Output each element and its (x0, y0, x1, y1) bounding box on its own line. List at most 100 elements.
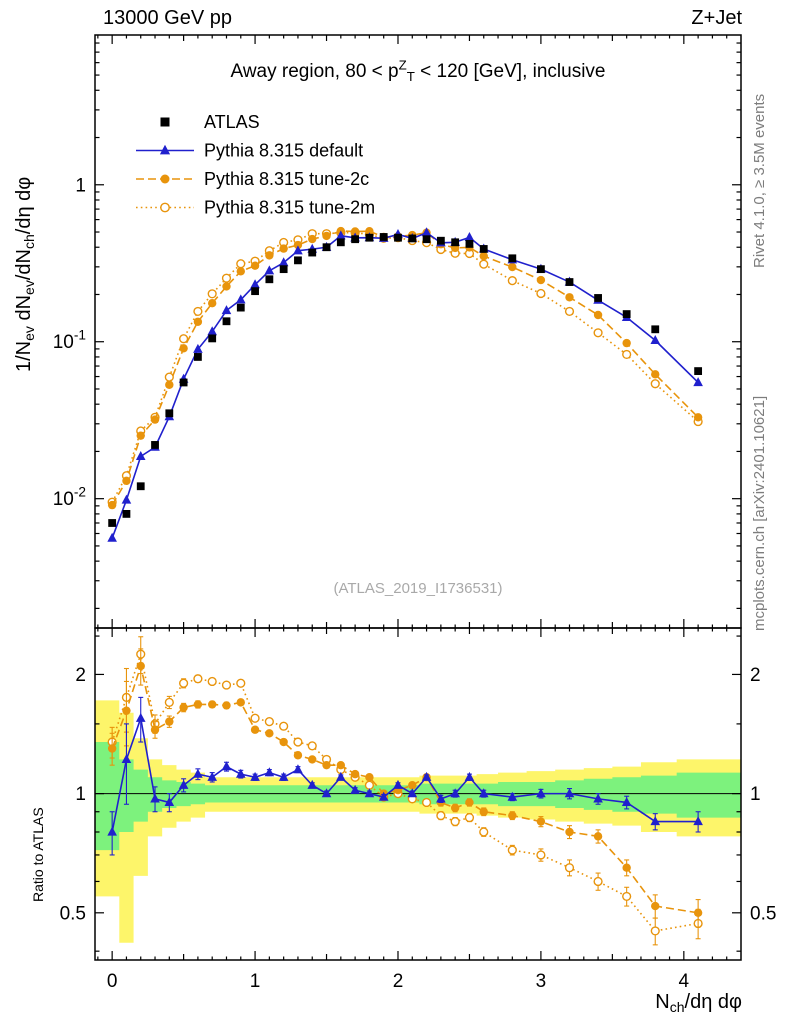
square-marker-icon (651, 325, 660, 334)
triangle-marker-icon (178, 779, 189, 789)
mcplots-credit: mcplots.cern.ch [arXiv:2401.10621] (751, 395, 768, 631)
triangle-marker-icon (193, 768, 203, 778)
open-circle-marker-icon (536, 288, 546, 299)
square-marker-icon (436, 236, 445, 245)
triangle-marker-icon (121, 494, 132, 504)
circle-marker-icon (179, 344, 188, 353)
circle-marker-icon (293, 751, 303, 760)
circle-marker-icon (179, 703, 188, 712)
uncertainty-band-green (95, 742, 741, 851)
triangle-marker-icon (378, 791, 389, 801)
open-circle-marker-icon (207, 289, 217, 299)
series-line (111, 231, 699, 539)
triangle-marker-icon (250, 279, 260, 289)
triangle-marker-icon (278, 257, 289, 267)
circle-marker-icon (322, 760, 331, 770)
circle-marker-icon (250, 261, 260, 270)
triangle-marker-icon (164, 797, 175, 807)
square-marker-icon (508, 254, 517, 263)
circle-marker-icon (236, 267, 245, 276)
circle-marker-icon (536, 275, 546, 285)
open-circle-marker-icon (650, 379, 660, 389)
square-marker-icon (160, 117, 170, 127)
open-circle-marker-icon (436, 811, 446, 821)
triangle-marker-icon (221, 761, 232, 771)
triangle-marker-icon (207, 771, 217, 781)
square-marker-icon (379, 233, 388, 241)
open-circle-marker-icon (593, 876, 603, 887)
triangle-marker-icon (407, 788, 418, 798)
rivet-credit: Rivet 4.1.0, ≥ 3.5M events (751, 93, 768, 268)
triangle-marker-icon (221, 305, 232, 315)
series-pythia-8-315-tune-2m (107, 228, 703, 507)
open-circle-marker-icon (160, 202, 170, 213)
ratio-y-tick-label-right: 0.5 (750, 903, 776, 924)
circle-marker-icon (279, 737, 288, 747)
main-y-tick-label: 10-2 (53, 485, 86, 511)
x-tick-label: 1 (250, 971, 261, 992)
open-circle-marker-icon (164, 372, 174, 382)
open-circle-marker-icon (464, 812, 475, 823)
series-pythia-8-315-tune-2c (107, 648, 703, 928)
square-marker-icon (465, 240, 474, 248)
triangle-marker-icon (421, 227, 432, 237)
circle-marker-icon (165, 717, 174, 726)
triangle-marker-icon (150, 793, 160, 803)
ratio-y-tick-label-right: 2 (750, 665, 761, 686)
triangle-marker-icon (293, 764, 303, 774)
legend: ATLAS Pythia 8.315 default Pythia 8.315 tu… (136, 112, 375, 218)
open-circle-marker-icon (179, 678, 189, 688)
triangle-marker-icon (693, 377, 703, 387)
triangle-marker-icon (693, 816, 703, 826)
circle-marker-icon (693, 908, 703, 918)
triangle-marker-icon (135, 450, 146, 460)
circle-marker-icon (107, 500, 117, 510)
triangle-marker-icon (536, 788, 546, 798)
triangle-marker-icon (264, 767, 275, 777)
circle-marker-icon (593, 310, 603, 320)
tick-labels: 0 1 2 3 4 1 10-1 10-2 0.5 0.5 1 1 2 2 (53, 175, 777, 992)
open-circle-marker-icon (421, 797, 432, 808)
open-circle-marker-icon (193, 674, 203, 684)
triangle-marker-icon (293, 245, 303, 255)
open-circle-marker-icon (193, 306, 203, 317)
square-marker-icon (251, 287, 259, 296)
main-series (107, 226, 703, 542)
y-axis-label-main: 1/Nev dNev/dNch/dη dφ (13, 176, 38, 372)
circle-marker-icon (450, 803, 460, 813)
square-marker-icon (265, 275, 274, 284)
x-tick-label: 3 (536, 971, 547, 992)
open-circle-marker-icon (593, 328, 603, 338)
triangle-marker-icon (507, 791, 518, 801)
triangle-marker-icon (107, 826, 117, 836)
ratio-uncertainty-bands (95, 700, 741, 943)
square-marker-icon (394, 233, 402, 242)
circle-marker-icon (222, 701, 231, 710)
triangle-marker-icon (464, 232, 475, 242)
open-circle-marker-icon (236, 678, 246, 688)
square-marker-icon (565, 278, 574, 286)
circle-marker-icon (165, 380, 174, 389)
x-tick-label: 2 (393, 971, 404, 992)
circle-marker-icon (508, 811, 517, 820)
open-circle-marker-icon (479, 259, 489, 269)
square-marker-icon (365, 233, 374, 242)
triangle-marker-icon (464, 771, 475, 781)
legend-label: ATLAS (204, 112, 260, 132)
circle-marker-icon (479, 807, 488, 816)
circle-marker-icon (136, 661, 145, 671)
square-marker-icon (451, 238, 460, 247)
square-marker-icon (594, 294, 602, 302)
open-circle-marker-icon (507, 276, 517, 286)
square-marker-icon (108, 519, 117, 527)
circle-marker-icon (122, 706, 131, 715)
triangle-marker-icon (193, 343, 203, 353)
series-line (111, 230, 699, 506)
square-marker-icon (537, 265, 545, 274)
triangle-marker-icon (235, 294, 246, 304)
header-process: Z+Jet (691, 7, 742, 29)
square-marker-icon (122, 509, 131, 518)
circle-marker-icon (293, 240, 303, 250)
